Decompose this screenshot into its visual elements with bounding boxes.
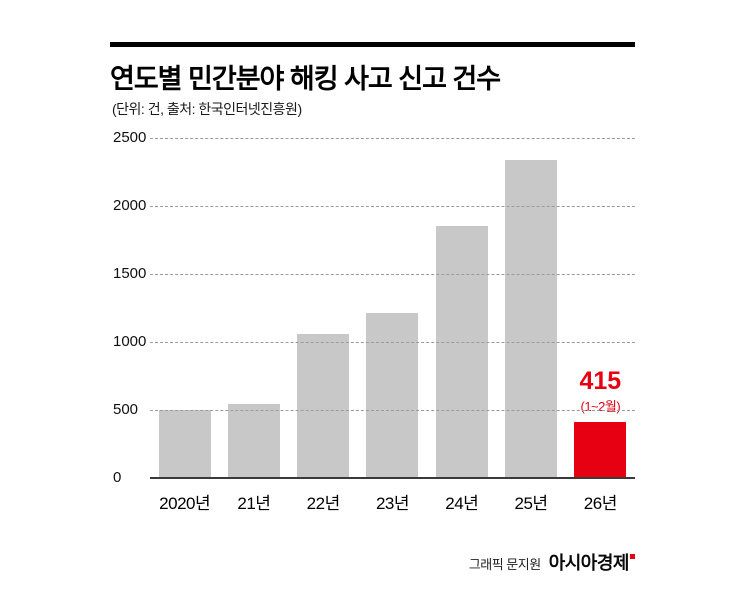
highlight-annotation: 415 (1~2월) <box>579 366 622 415</box>
bar-23년 <box>366 312 419 478</box>
bar-slot <box>150 138 219 478</box>
gridline <box>150 342 635 343</box>
brand-logo: 아시아경제 <box>548 553 630 573</box>
bar-22년 <box>297 333 350 478</box>
x-axis-label: 26년 <box>583 494 618 513</box>
x-axis-label: 24년 <box>445 494 479 513</box>
bar-slot <box>358 138 427 478</box>
y-axis-tick-label: 2500 <box>113 129 147 146</box>
y-axis-tick-label: 2000 <box>113 197 147 214</box>
bar-21년 <box>227 403 280 478</box>
bar-slot <box>219 138 288 478</box>
y-axis-tick-label: 500 <box>113 401 139 418</box>
bar-24년 <box>435 226 488 478</box>
brand-mark-icon <box>630 554 635 559</box>
credit-text: 그래픽 문지원 <box>468 557 541 572</box>
credit-line: 그래픽 문지원 아시아경제 <box>469 549 635 575</box>
annotation-sub-label: (1~2월) <box>580 398 621 414</box>
annotation-value: 415 <box>579 366 622 395</box>
gridline <box>150 206 635 207</box>
bar-26년 <box>574 421 627 478</box>
x-axis-label: 2020년 <box>159 494 211 513</box>
top-rule <box>110 42 635 47</box>
bar-slot <box>427 138 496 478</box>
x-axis-label: 21년 <box>237 494 271 513</box>
bar-2020년 <box>158 410 211 478</box>
gridline <box>150 138 635 139</box>
bar-slot <box>496 138 565 478</box>
y-axis-tick-label: 1500 <box>113 265 147 282</box>
gridline <box>150 410 635 411</box>
y-axis-tick-label: 1000 <box>113 333 147 350</box>
chart-subtitle: (단위: 건, 출처: 한국인터넷진흥원) <box>112 101 302 117</box>
bar-chart-plot: 415 (1~2월) <box>150 138 635 479</box>
x-axis-label: 25년 <box>514 494 549 513</box>
chart-title: 연도별 민간분야 해킹 사고 신고 건수 <box>110 64 501 94</box>
x-axis-label: 23년 <box>375 494 410 513</box>
bar-slot <box>289 138 358 478</box>
x-axis: 2020년 21년 22년 23년 24년 25년 26년 <box>150 489 635 514</box>
x-axis-line <box>150 477 635 479</box>
y-axis-tick-label: 0 <box>113 469 122 486</box>
bar-25년 <box>505 160 558 478</box>
x-axis-label: 22년 <box>306 494 341 513</box>
bars-container: 415 (1~2월) <box>150 138 635 478</box>
gridline <box>150 274 635 275</box>
bar-slot: 415 (1~2월) <box>566 138 635 478</box>
